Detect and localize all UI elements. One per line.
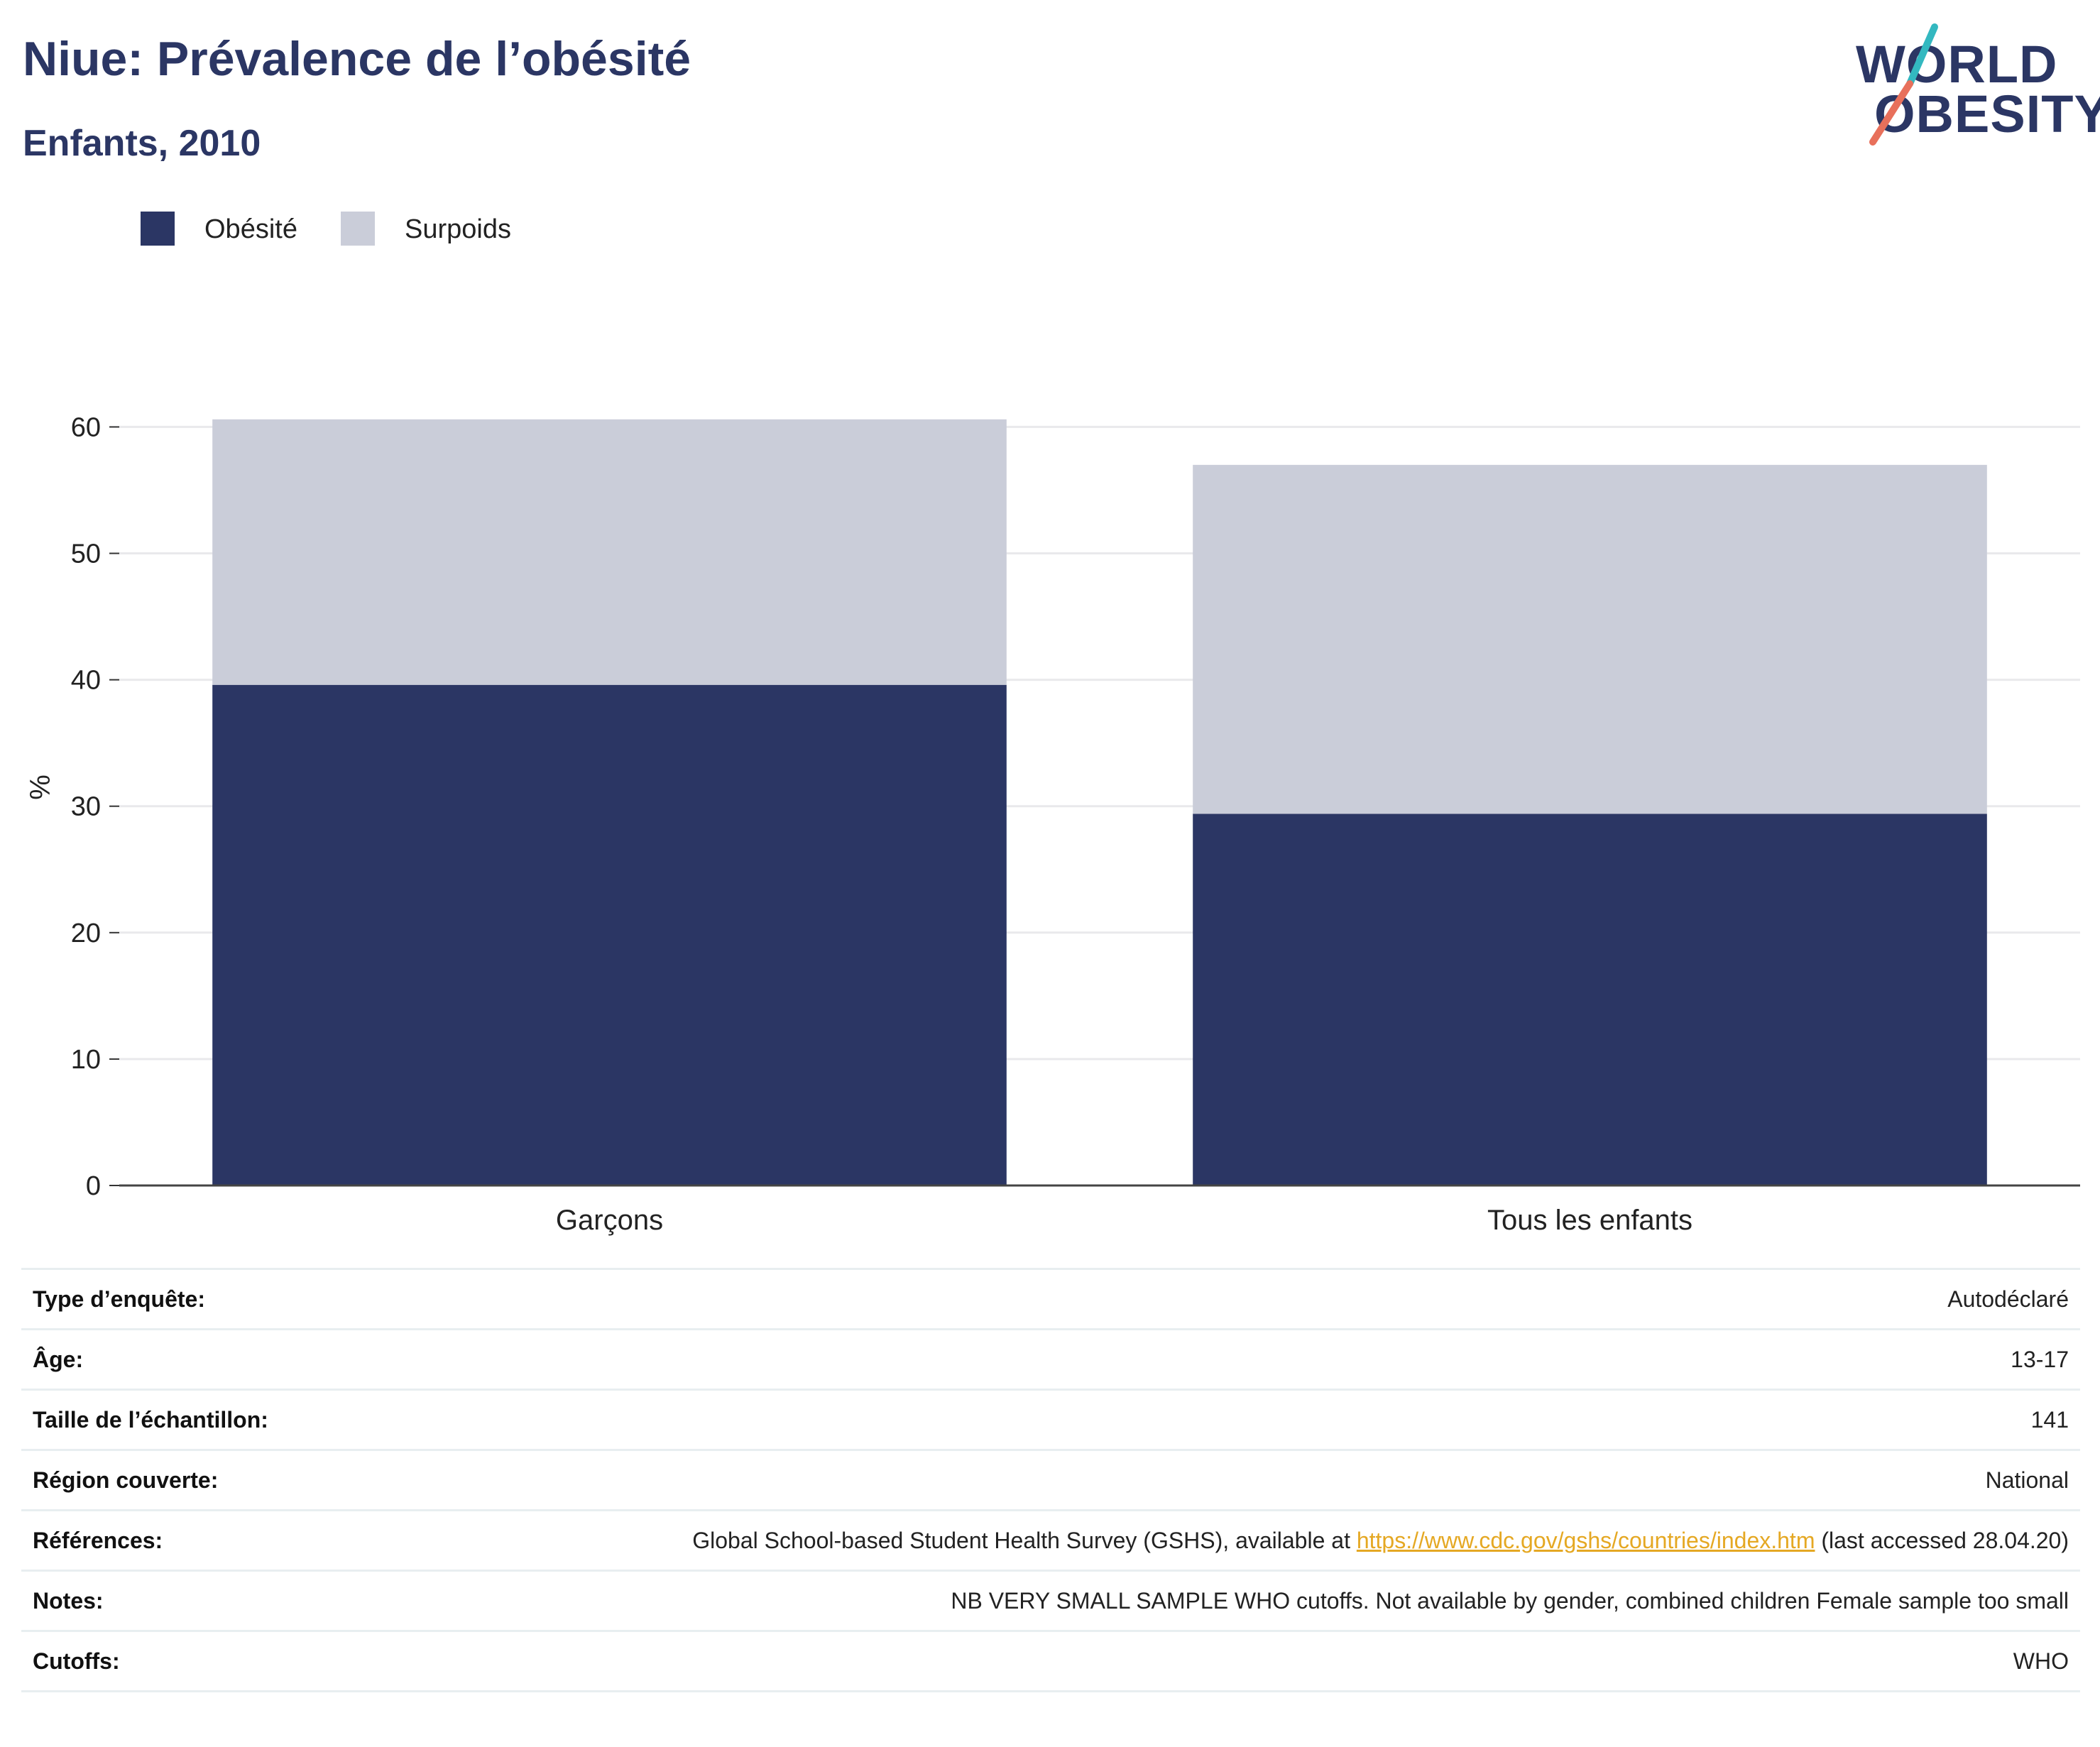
info-label: Âge: (33, 1347, 84, 1372)
y-tick-label: 60 (71, 412, 101, 442)
info-label: Notes: (33, 1588, 104, 1614)
x-tick-label: Garçons (556, 1205, 663, 1236)
chart-title: Niue: Prévalence de l’obésité (23, 32, 691, 86)
info-label: Références: (33, 1528, 163, 1553)
info-row-survey-type: Type d’enquête: Autodéclaré (21, 1268, 2080, 1328)
y-tick-label: 0 (86, 1171, 101, 1201)
info-value: National (1985, 1467, 2069, 1493)
info-value-references: Global School-based Student Health Surve… (530, 1526, 2069, 1555)
info-row-sample-size: Taille de l’échantillon: 141 (21, 1389, 2080, 1449)
bar-obesity (212, 684, 1007, 1185)
logo-text-world: WORLD (1856, 35, 2058, 94)
info-value: WHO (2013, 1648, 2069, 1674)
info-row-cutoffs: Cutoffs: WHO (21, 1630, 2080, 1692)
bar-overweight (1193, 464, 1987, 814)
legend-swatch-overweight (341, 212, 375, 246)
y-tick-label: 10 (71, 1045, 101, 1075)
legend-swatch-obesity (141, 212, 175, 246)
info-label: Type d’enquête: (33, 1286, 205, 1312)
reference-text-after: (last accessed 28.04.20) (1815, 1528, 2069, 1553)
world-obesity-logo: WORLD OBESITY (1846, 21, 2100, 149)
reference-text: Global School-based Student Health Surve… (692, 1528, 1357, 1553)
y-tick-label: 50 (71, 540, 101, 569)
info-row-notes: Notes: NB VERY SMALL SAMPLE WHO cutoffs.… (21, 1570, 2080, 1630)
chart-subtitle: Enfants, 2010 (23, 123, 261, 164)
info-label: Cutoffs: (33, 1648, 120, 1674)
info-label: Région couverte: (33, 1467, 219, 1493)
logo-text-obesity: OBESITY (1874, 84, 2100, 143)
y-axis-label: % (25, 774, 56, 800)
stacked-bar-chart: 0 10 20 30 40 50 60% Garçons Tous les enfants (25, 412, 2080, 1236)
reference-link[interactable]: https://www.cdc.gov/gshs/countries/index… (1356, 1528, 1815, 1553)
legend-label-obesity: Obésité (204, 214, 297, 244)
bar-obesity (1193, 814, 1987, 1185)
survey-info-table: Type d’enquête: Autodéclaré Âge: 13-17 T… (21, 1268, 2080, 1692)
logo-slash-icon (1869, 23, 1938, 146)
info-label: Taille de l’échantillon: (33, 1407, 268, 1433)
info-value: Autodéclaré (1947, 1286, 2069, 1312)
y-tick-label: 30 (71, 792, 101, 822)
info-value: 141 (2030, 1407, 2069, 1433)
legend-label-overweight: Surpoids (405, 214, 511, 244)
x-tick-label: Tous les enfants (1487, 1205, 1692, 1236)
info-row-references: Références: Global School-based Student … (21, 1509, 2080, 1570)
y-tick-label: 20 (71, 919, 101, 948)
bar-overweight (212, 419, 1007, 685)
y-tick-label: 40 (71, 666, 101, 696)
info-value: NB VERY SMALL SAMPLE WHO cutoffs. Not av… (951, 1588, 2069, 1614)
info-row-age: Âge: 13-17 (21, 1328, 2080, 1389)
info-value: 13-17 (2011, 1347, 2069, 1372)
info-row-region: Région couverte: National (21, 1449, 2080, 1509)
